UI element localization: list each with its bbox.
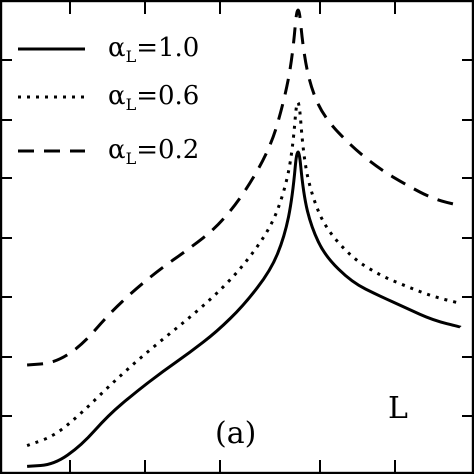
series-line-dotted [26,101,462,448]
series-line-dashed [26,8,461,367]
chart-curves [26,8,462,468]
legend-label-1: αL=1.0 [108,33,199,66]
legend-entry-3: αL=0.2 [18,135,199,168]
legend: αL=1.0 αL=0.6 αL=0.2 [18,33,199,168]
legend-entry-2: αL=0.6 [18,81,199,114]
legend-label-3: αL=0.2 [108,135,199,168]
legend-entry-1: αL=1.0 [18,33,199,66]
legend-label-2: αL=0.6 [108,81,199,114]
series-line-solid [27,150,462,468]
panel-label: (a) [215,416,256,451]
region-label: L [388,391,408,426]
